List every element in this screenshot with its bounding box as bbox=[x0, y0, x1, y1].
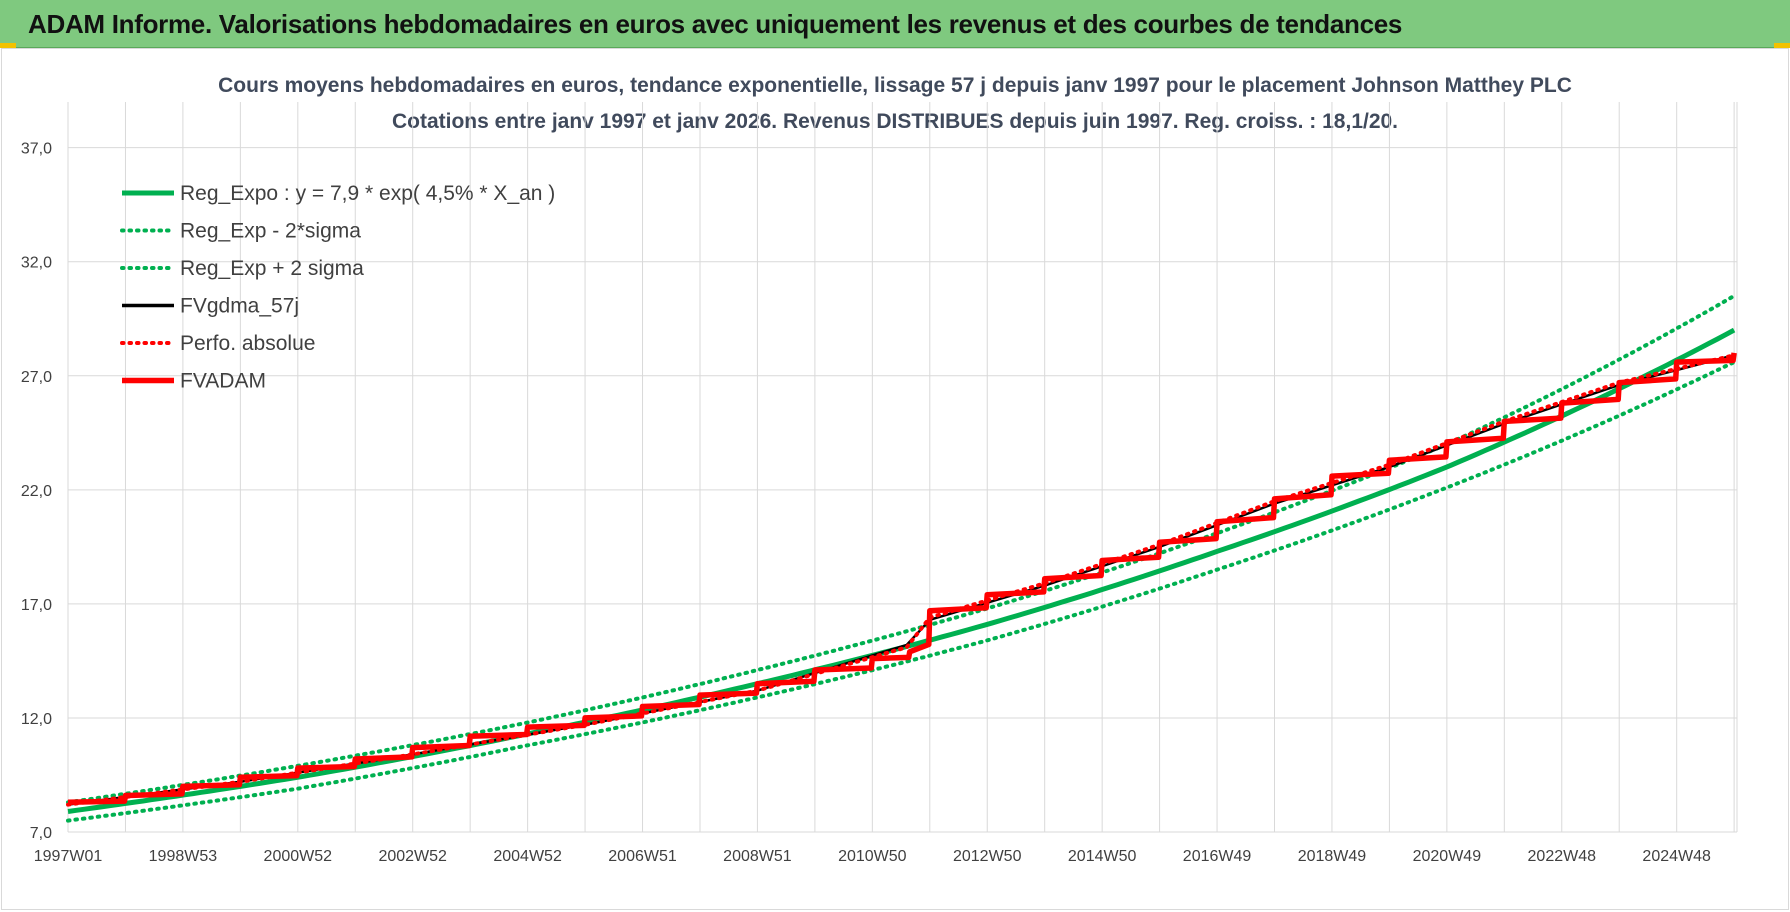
chart-title-line2: Cotations entre janv 1997 et janv 2026. … bbox=[391, 110, 1399, 133]
x-tick-label: 2016W49 bbox=[1183, 848, 1252, 865]
x-tick-label: 2006W51 bbox=[608, 848, 677, 865]
x-tick-label: 2018W49 bbox=[1298, 848, 1367, 865]
header-banner: ADAM Informe. Valorisations hebdomadaire… bbox=[0, 0, 1790, 48]
y-tick-label: 12,0 bbox=[21, 711, 52, 728]
x-tick-label: 2000W52 bbox=[264, 848, 333, 865]
legend-label: Reg_Expo : y = 7,9 * exp( 4,5% * X_an ) bbox=[180, 182, 555, 205]
y-axis-labels: 7,0 12,0 17,0 22,0 27,0 32,0 37,0 bbox=[21, 141, 52, 842]
series-line-1 bbox=[66, 360, 1737, 823]
legend-label: FVgdma_57j bbox=[180, 295, 299, 318]
x-tick-label: 1997W01 bbox=[34, 848, 103, 865]
series-line-0 bbox=[67, 327, 1736, 814]
y-tick-label: 27,0 bbox=[21, 369, 52, 386]
series-line-5 bbox=[67, 352, 1737, 806]
corner-mark-right bbox=[1774, 43, 1790, 48]
y-tick-label: 32,0 bbox=[21, 255, 52, 272]
series-line-4 bbox=[66, 353, 1737, 807]
legend-label: Reg_Exp - 2*sigma bbox=[180, 220, 361, 243]
chart-title-line1: Cours moyens hebdomadaires en euros, ten… bbox=[218, 74, 1572, 97]
x-tick-label: 2022W48 bbox=[1528, 848, 1597, 865]
x-axis-labels: 1997W01 1998W53 2000W52 2002W52 2004W52 2006W… bbox=[34, 848, 1711, 865]
series-line-2 bbox=[66, 293, 1737, 805]
legend-label: Perfo. absolue bbox=[180, 332, 315, 355]
x-tick-label: 2014W50 bbox=[1068, 848, 1137, 865]
x-tick-label: 2010W50 bbox=[838, 848, 907, 865]
y-tick-label: 17,0 bbox=[21, 597, 52, 614]
corner-mark-left bbox=[0, 43, 16, 48]
x-tick-label: 2012W50 bbox=[953, 848, 1022, 865]
page-title: ADAM Informe. Valorisations hebdomadaire… bbox=[28, 9, 1403, 39]
chart-frame bbox=[1, 48, 1789, 910]
x-tick-label: 1998W53 bbox=[149, 848, 218, 865]
chart-series bbox=[66, 293, 1737, 823]
chart-legend: Reg_Expo : y = 7,9 * exp( 4,5% * X_an ) R… bbox=[120, 182, 555, 393]
y-tick-label: 37,0 bbox=[21, 141, 52, 158]
x-tick-label: 2004W52 bbox=[493, 848, 562, 865]
y-tick-label: 7,0 bbox=[30, 825, 52, 842]
x-tick-label: 2024W48 bbox=[1642, 848, 1711, 865]
x-tick-label: 2020W49 bbox=[1413, 848, 1482, 865]
chart-grid bbox=[67, 102, 1738, 833]
legend-label: FVADAM bbox=[180, 370, 266, 393]
series-line-3 bbox=[67, 353, 1735, 806]
legend-label: Reg_Exp + 2 sigma bbox=[180, 257, 364, 280]
x-tick-label: 2008W51 bbox=[723, 848, 792, 865]
y-tick-label: 22,0 bbox=[21, 483, 52, 500]
x-tick-label: 2002W52 bbox=[378, 848, 447, 865]
